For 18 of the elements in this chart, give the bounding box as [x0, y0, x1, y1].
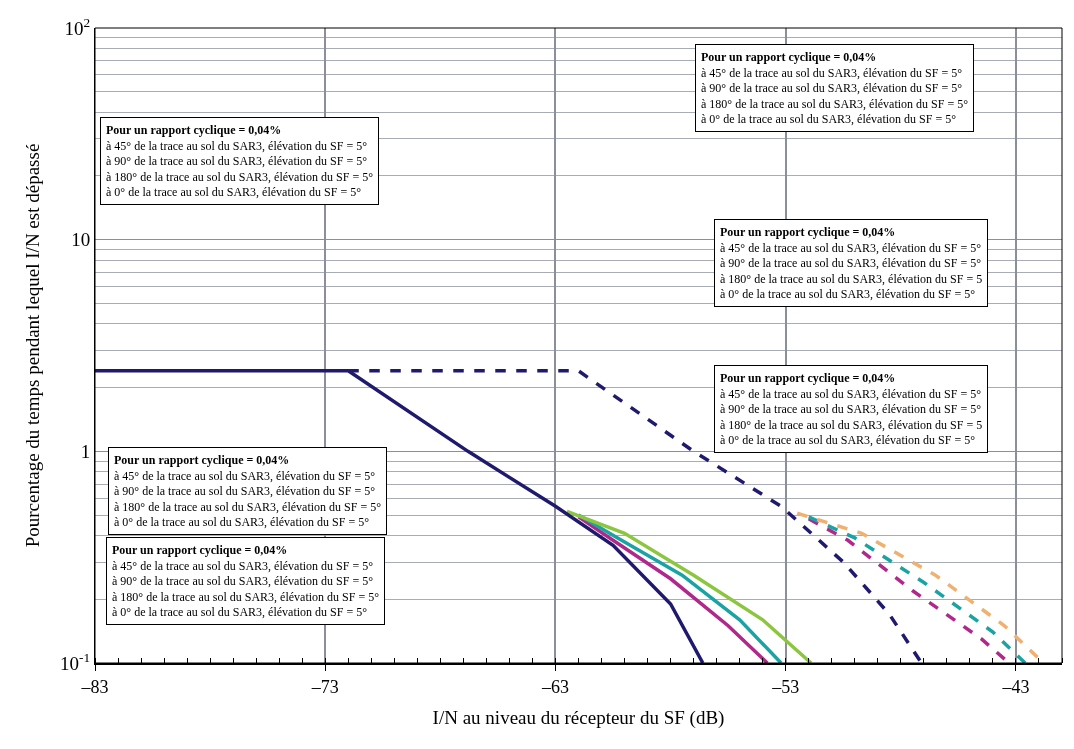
- y-tick-label: 10: [71, 229, 91, 251]
- annotation: Pour un rapport cyclique = 0,04% à 45° de la trace au sol du SAR3, élévation du SF = 5° à 90° de la trace au sol du SAR3, élévation du SF = 5° à 180° de la trace au sol du SAR3, élévation du SF = 5° à 0° de la trace au sol du SAR3, élévation du SF = 5°: [112, 543, 380, 620]
- y-tick-label: 10$^{-1}$: [60, 649, 91, 674]
- x-tick-label: –63: [540, 676, 569, 697]
- x-tick-label: –73: [310, 676, 339, 697]
- line-series: [565, 509, 813, 663]
- y-tick-label: 10$^{2}$: [64, 14, 91, 39]
- annotation: Pour un rapport cyclique = 0,04% à 45° de la trace au sol du SAR3, élévation du SF = 5° à 90° de la trace au sol du SAR3, élévation du SF = 5° à 180° de la trace au sol du SAR3, élévation du SF = 5° à 0° de la trace au sol du SAR3, élévation du SF = 5°: [106, 123, 374, 200]
- y-axis-title: Pourcentage du temps pendant lequel I/N est dépassé: [21, 143, 43, 548]
- x-axis-title: I/N au niveau du récepteur du SF (dB): [432, 706, 725, 729]
- x-tick-label: –43: [1001, 676, 1030, 697]
- annotation: Pour un rapport cyclique = 0,04% à 45° de la trace au sol du SAR3, élévation du SF = 5° à 90° de la trace au sol du SAR3, élévation du SF = 5° à 180° de la trace au sol du SAR3, élévation du SF = 5 à 0° de la trace au sol du SAR3, élévation du SF = 5°: [720, 371, 983, 448]
- annotation: Pour un rapport cyclique = 0,04% à 45° de la trace au sol du SAR3, élévation du SF = 5° à 90° de la trace au sol du SAR3, élévation du SF = 5° à 180° de la trace au sol du SAR3, élévation du SF = 5 à 0° de la trace au sol du SAR3, élévation du SF = 5°: [720, 225, 983, 302]
- x-tick-label: –53: [771, 676, 800, 697]
- annotation: Pour un rapport cyclique = 0,04% à 45° de la trace au sol du SAR3, élévation du SF = 5° à 90° de la trace au sol du SAR3, élévation du SF = 5° à 180° de la trace au sol du SAR3, élévation du SF = 5° à 0° de la trace au sol du SAR3, élévation du SF = 5°: [114, 453, 382, 530]
- x-tick-label: –83: [80, 676, 109, 697]
- y-tick-label: 1: [80, 440, 91, 462]
- annotation: Pour un rapport cyclique = 0,04% à 45° de la trace au sol du SAR3, élévation du SF = 5° à 90° de la trace au sol du SAR3, élévation du SF = 5° à 180° de la trace au sol du SAR3, élévation du SF = 5° à 0° de la trace au sol du SAR3, élévation du SF = 5°: [701, 50, 969, 127]
